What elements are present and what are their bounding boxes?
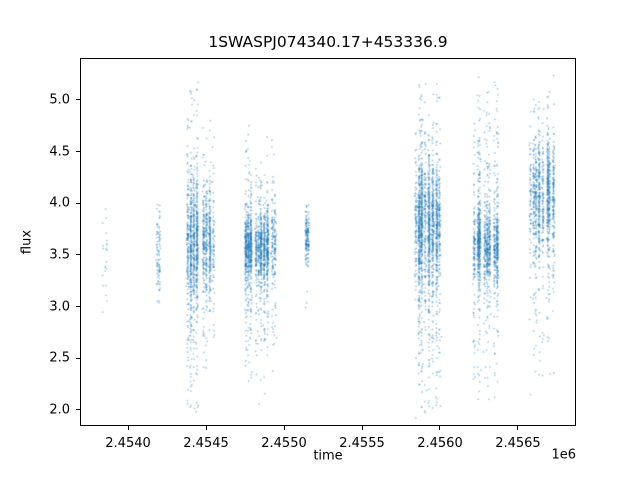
x-tick-mark (205, 426, 207, 430)
y-tick-label: 2.0 (49, 402, 70, 418)
x-tick-mark (283, 426, 285, 430)
y-tick-mark (76, 151, 80, 153)
x-tick-mark (517, 426, 519, 430)
y-tick-mark (76, 254, 80, 256)
x-tick-label: 2.4545 (183, 436, 229, 451)
x-axis-label: time (313, 448, 343, 464)
y-tick-label: 3.5 (49, 247, 70, 263)
y-tick-mark (76, 409, 80, 411)
y-tick-label: 4.0 (49, 195, 70, 211)
y-tick-mark (76, 357, 80, 359)
y-tick-mark (76, 202, 80, 204)
x-tick-label: 2.4560 (417, 436, 463, 451)
x-tick-mark (361, 426, 363, 430)
x-tick-mark (127, 426, 129, 430)
y-tick-label: 2.5 (49, 350, 70, 366)
chart-title: 1SWASPJ074340.17+453336.9 (208, 33, 448, 51)
x-axis-offset-label: 1e6 (551, 447, 576, 463)
x-tick-label: 2.4540 (105, 436, 151, 451)
y-tick-label: 3.0 (49, 299, 70, 315)
y-tick-mark (76, 99, 80, 101)
plot-area (80, 58, 576, 426)
y-tick-mark (76, 306, 80, 308)
y-axis-label: flux (19, 229, 35, 255)
x-tick-mark (439, 426, 441, 430)
y-tick-label: 5.0 (49, 92, 70, 108)
x-tick-label: 2.4555 (339, 436, 385, 451)
x-tick-label: 2.4550 (261, 436, 307, 451)
y-tick-label: 4.5 (49, 144, 70, 160)
x-tick-label: 2.4565 (495, 436, 541, 451)
